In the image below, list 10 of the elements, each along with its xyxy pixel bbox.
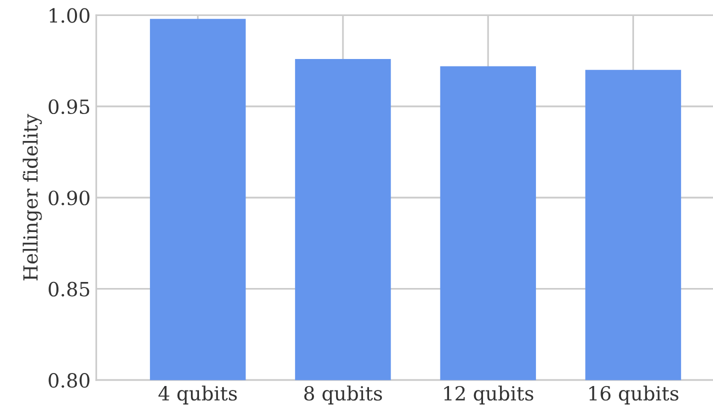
y-tick-label: 0.85 <box>48 282 90 297</box>
y-tick-label: 0.95 <box>48 99 90 114</box>
y-axis-title: Hellinger fidelity <box>22 114 42 280</box>
x-tick-label: 8 qubits <box>304 386 382 404</box>
x-tick-label: 12 qubits <box>444 386 534 404</box>
y-tick-label: 0.80 <box>48 373 90 388</box>
x-tick-label: 16 qubits <box>589 386 678 404</box>
y-tick-label: 1.00 <box>50 8 90 23</box>
y-tick-label: 0.90 <box>48 190 90 206</box>
x-tick-label: 4 qubits <box>158 386 237 404</box>
